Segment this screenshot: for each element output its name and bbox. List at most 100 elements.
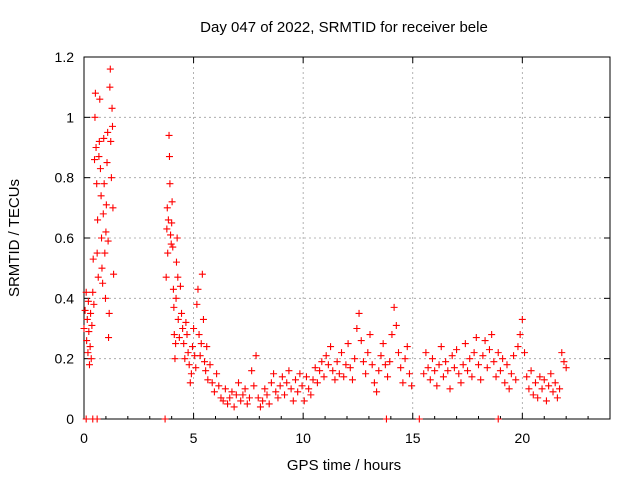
data-point [536,373,544,381]
data-point [549,388,557,396]
data-point [235,379,243,387]
data-point [442,358,450,366]
data-point [108,122,116,130]
data-point [94,216,102,224]
data-point [420,370,428,378]
data-point [461,340,469,348]
data-point [108,104,116,112]
data-point [392,321,400,329]
data-point [542,397,550,405]
data-point [278,373,286,381]
data-point [521,349,529,357]
data-point [291,376,299,384]
data-point [101,249,109,257]
data-point [300,397,308,405]
data-point [101,294,109,302]
data-point [165,153,173,161]
data-point [285,367,293,375]
data-point [164,249,172,257]
data-point [171,355,179,363]
data-point [481,337,489,345]
data-point [105,334,113,342]
y-tick-label: 1.2 [55,49,75,65]
data-point [342,361,350,369]
data-point [545,382,553,390]
data-point [172,340,180,348]
data-point [422,349,430,357]
data-point [444,367,452,375]
data-point [540,376,548,384]
data-point [99,279,107,287]
x-tick-label: 0 [80,430,88,446]
data-point [182,318,190,326]
data-point [355,309,363,317]
data-point [468,373,476,381]
y-tick-label: 0.2 [55,351,75,367]
data-point [201,358,209,366]
data-point [165,131,173,139]
data-point [272,388,280,396]
data-point [213,370,221,378]
data-point [388,331,396,339]
data-point-zero [93,415,101,423]
data-point [245,394,253,402]
data-point [477,376,485,384]
data-point [199,315,207,323]
data-point [104,237,112,245]
data-point [305,385,313,393]
data-point [98,264,106,272]
data-point [173,234,181,242]
data-point [270,370,278,378]
data-point [241,385,249,393]
data-point [107,137,115,145]
data-point [90,300,98,308]
data-point [426,376,434,384]
data-point [105,309,113,317]
data-point [96,95,104,103]
data-point [437,343,445,351]
data-point [364,349,372,357]
data-point [169,243,177,251]
data-point [274,394,282,402]
data-point [514,343,522,351]
data-point [329,367,337,375]
data-point [83,337,91,345]
data-point [230,403,238,411]
data-point [179,325,187,332]
data-point [457,379,465,387]
data-point [95,137,103,145]
data-point [188,343,196,351]
data-point [104,128,112,136]
data-point [169,285,177,293]
data-point [431,367,439,375]
data-point [83,315,91,323]
data-point [379,340,387,348]
data-point [256,403,264,411]
data-point [93,180,101,188]
data-point [547,370,555,378]
data-point [197,340,205,348]
data-point [289,397,297,405]
data-point [346,364,354,372]
data-point [448,352,456,360]
data-point [167,240,175,248]
data-point [85,328,93,336]
data-point [208,379,216,387]
data-point [86,343,94,351]
data-point [167,231,175,239]
data-point [174,315,182,323]
data-point [556,385,564,393]
data-point [353,325,361,332]
data-point [439,373,447,381]
data-point [185,361,193,369]
data-point [375,367,383,375]
data-point [92,144,100,151]
data-point [560,358,568,366]
data-point [168,219,176,227]
data-point [562,364,570,372]
x-axis-title: GPS time / hours [287,457,401,474]
data-point [479,352,487,360]
data-point [170,303,178,311]
data-point [204,376,212,384]
